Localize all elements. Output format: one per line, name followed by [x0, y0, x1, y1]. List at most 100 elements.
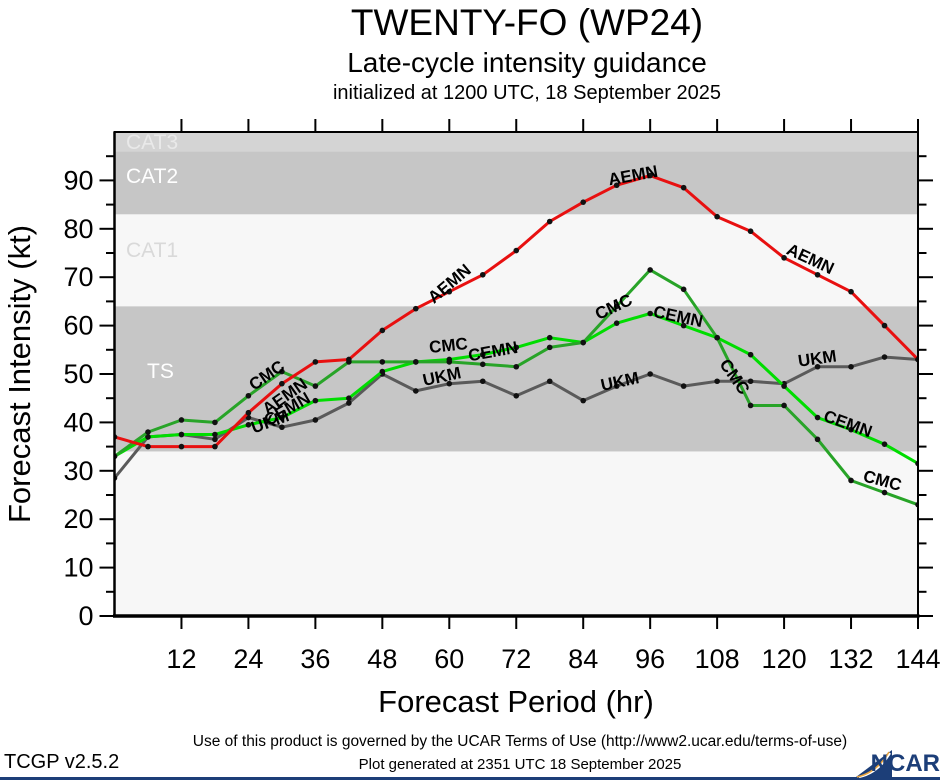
point-AEMN: [580, 199, 587, 205]
ncar-logo: NCAR: [852, 749, 940, 778]
point-CMC: [848, 477, 854, 484]
point-CEMN: [312, 397, 319, 404]
point-AEMN: [178, 443, 185, 450]
point-UKM: [747, 378, 754, 385]
point-CMC: [781, 402, 787, 409]
point-CMC: [647, 267, 653, 273]
point-CEMN: [747, 351, 754, 358]
ncar-triangle-icon: [856, 750, 892, 778]
x-tick-label: 60: [434, 644, 464, 674]
point-CEMN: [546, 334, 553, 341]
page-subtitle: Late-cycle intensity guidance: [347, 47, 707, 78]
x-tick-label: 108: [695, 644, 740, 674]
band-below-ts: [114, 451, 918, 616]
point-AEMN: [814, 271, 821, 278]
point-CMC: [245, 392, 252, 399]
y-tick-label: 80: [63, 214, 93, 244]
point-AEMN: [479, 271, 486, 278]
axis-ticks: [99, 119, 933, 629]
point-AEMN: [312, 359, 319, 365]
point-UKM: [647, 371, 653, 377]
y-tick-label: 20: [63, 504, 93, 534]
x-tick-label: 12: [166, 644, 196, 674]
point-AEMN: [346, 356, 352, 363]
point-UKM: [881, 354, 888, 360]
point-AEMN: [245, 409, 252, 416]
point-CEMN: [178, 431, 185, 438]
point-AEMN: [212, 443, 218, 450]
point-AEMN: [446, 288, 453, 295]
generated-timestamp: Plot generated at 2351 UTC 18 September …: [358, 756, 682, 773]
point-UKM: [546, 378, 553, 385]
series-lines: [114, 172, 918, 508]
point-CMC: [747, 402, 754, 409]
y-tick-label: 40: [63, 407, 93, 437]
x-tick-label: 84: [568, 644, 598, 674]
x-tick-label: 96: [635, 644, 665, 674]
y-tick-label: 50: [63, 359, 93, 389]
bottom-navy-bar: [0, 777, 940, 780]
point-UKM: [346, 400, 352, 406]
y-tick-label: 90: [63, 165, 93, 195]
x-tick-label: 48: [367, 644, 397, 674]
point-CMC: [178, 417, 185, 423]
point-UKM: [212, 436, 218, 443]
point-AEMN: [647, 172, 653, 179]
point-UKM: [848, 363, 854, 370]
ncar-label: NCAR: [870, 750, 940, 777]
x-tick-label: 36: [300, 644, 330, 674]
point-CMC: [680, 286, 687, 293]
point-CEMN: [647, 310, 653, 317]
point-CMC: [379, 359, 386, 365]
point-CMC: [479, 361, 486, 368]
category-bands: TS CAT1 CAT2 CAT3: [114, 132, 918, 616]
point-CMC: [279, 368, 285, 375]
band-CAT2: [114, 151, 918, 215]
y-tick-label: 60: [63, 311, 93, 341]
point-CEMN: [613, 320, 620, 326]
point-CEMN: [379, 368, 386, 375]
band-label-CAT2: CAT2: [126, 165, 178, 188]
point-CEMN: [245, 422, 252, 428]
y-tick-label: 0: [78, 601, 93, 631]
point-AEMN: [546, 218, 553, 225]
x-tick-label: 120: [762, 644, 807, 674]
point-UKM: [446, 380, 453, 387]
point-AEMN: [680, 184, 687, 191]
point-AEMN: [613, 182, 620, 189]
x-tick-label: 144: [895, 644, 940, 674]
point-CMC: [413, 359, 419, 365]
point-CMC: [212, 419, 218, 426]
tcgp-version: TCGP v2.5.2: [4, 751, 120, 773]
point-CMC: [714, 334, 720, 341]
point-AEMN: [513, 247, 520, 254]
point-CEMN: [212, 431, 218, 438]
point-CMC: [881, 489, 888, 496]
point-UKM: [814, 363, 821, 370]
point-AEMN: [714, 213, 720, 220]
point-UKM: [513, 392, 520, 399]
y-tick-label: 10: [63, 553, 93, 583]
point-CEMN: [479, 351, 486, 358]
point-UKM: [613, 383, 620, 389]
point-CMC: [312, 383, 319, 389]
point-UKM: [680, 383, 687, 389]
point-CMC: [145, 429, 151, 435]
point-UKM: [413, 388, 419, 394]
point-AEMN: [848, 288, 854, 295]
point-CEMN: [814, 414, 821, 421]
point-CEMN: [781, 383, 787, 389]
point-CEMN: [680, 322, 687, 329]
point-AEMN: [413, 305, 419, 312]
point-AEMN: [379, 327, 386, 334]
y-tick-label: 70: [63, 262, 93, 292]
point-CEMN: [848, 426, 854, 433]
point-UKM: [479, 378, 486, 385]
point-CMC: [446, 359, 453, 365]
point-AEMN: [781, 255, 787, 261]
point-CMC: [546, 344, 553, 351]
page-title: TWENTY-FO (WP24): [350, 2, 704, 43]
tick-labels: 12 24 36 48 60 72 84 96 108 120 132 144 0 10 20 30 40 50 6…: [63, 165, 940, 674]
